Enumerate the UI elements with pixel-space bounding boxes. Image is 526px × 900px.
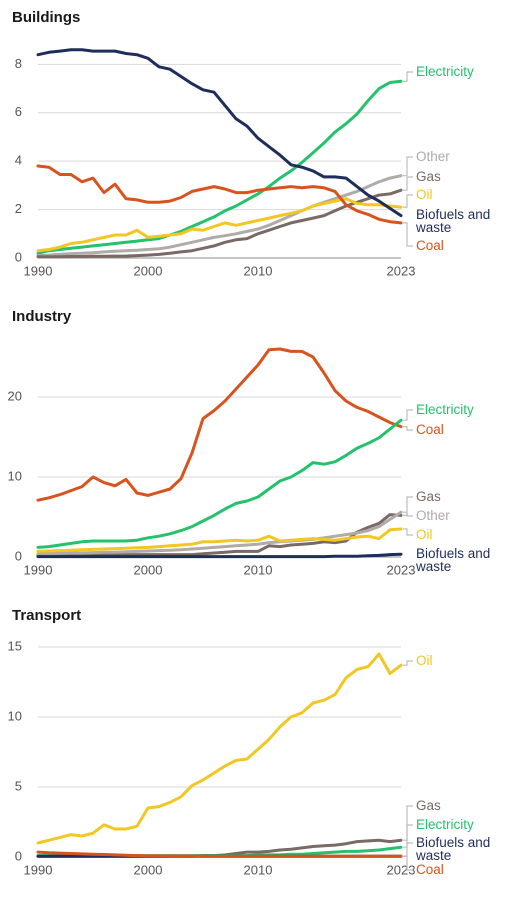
- series-line-biofuels-and-waste: [36, 48, 403, 218]
- y-tick-label: 20: [8, 388, 22, 403]
- y-tick-label: 0: [15, 548, 22, 563]
- series-line-coal: [36, 347, 403, 502]
- panel-title: Transport: [12, 607, 81, 624]
- series-line-gas: [36, 188, 403, 259]
- series-label-other: Other: [416, 149, 450, 164]
- series-line-oil: [36, 652, 403, 845]
- series-label-biofuels-and-waste: Biofuels and waste: [415, 835, 490, 863]
- series-label-oil: Oil: [416, 187, 433, 202]
- label-leader: [403, 824, 413, 848]
- x-tick-label: 2010: [244, 862, 273, 877]
- series-label-oil: Oil: [416, 653, 433, 668]
- series-label-coal: Coal: [416, 422, 444, 437]
- series-label-other: Other: [416, 508, 450, 523]
- x-tick-label: 2000: [134, 263, 163, 278]
- x-tick-label: 2000: [134, 862, 163, 877]
- series-line-electricity: [36, 418, 403, 549]
- x-tick-label: 2023: [387, 263, 416, 278]
- series-label-electricity: Electricity: [416, 402, 474, 417]
- y-tick-label: 6: [15, 104, 22, 119]
- series-label-biofuels-and-waste: Biofuels and waste: [415, 546, 490, 574]
- panel-industry: Industry 0 10 20 1990 2000 2010 2023 Coal Electri…: [8, 308, 491, 577]
- label-leader: [403, 426, 413, 431]
- series-label-coal: Coal: [416, 238, 444, 253]
- series-label-gas: Gas: [416, 798, 441, 813]
- y-tick-label: 0: [15, 249, 22, 264]
- x-tick-label: 2010: [244, 263, 273, 278]
- label-leader: [403, 660, 413, 666]
- series-label-coal: Coal: [416, 862, 444, 877]
- label-leader: [403, 496, 413, 516]
- panel-buildings: Buildings 0 2 4 6 8 1990 2000 2010 2023 Electricit…: [12, 9, 490, 278]
- label-leader: [403, 855, 413, 871]
- series-label-oil: Oil: [416, 527, 433, 542]
- y-tick-label: 2: [15, 201, 22, 216]
- label-leader: [403, 409, 413, 421]
- x-tick-label: 1990: [24, 263, 53, 278]
- x-tick-label: 2023: [387, 562, 416, 577]
- y-tick-label: 5: [15, 778, 22, 793]
- x-tick-label: 1990: [24, 562, 53, 577]
- x-tick-label: 2000: [134, 562, 163, 577]
- label-leader: [403, 805, 413, 841]
- series-line-electricity: [36, 79, 403, 255]
- label-leader: [403, 156, 413, 177]
- label-leader: [403, 71, 413, 82]
- y-tick-label: 10: [8, 708, 22, 723]
- x-tick-label: 2010: [244, 562, 273, 577]
- y-tick-label: 15: [8, 638, 22, 653]
- y-tick-label: 4: [15, 153, 22, 168]
- x-tick-label: 1990: [24, 862, 53, 877]
- series-line-other: [36, 510, 403, 556]
- series-label-biofuels-and-waste: Biofuels and waste: [415, 207, 490, 235]
- label-leader: [403, 842, 413, 857]
- label-leader: [403, 222, 413, 247]
- series-line-oil: [36, 527, 403, 553]
- x-tick-label: 2023: [387, 862, 416, 877]
- series-label-electricity: Electricity: [416, 64, 474, 79]
- y-tick-label: 10: [8, 468, 22, 483]
- y-tick-label: 0: [15, 848, 22, 863]
- series-label-gas: Gas: [416, 489, 441, 504]
- label-leader: [403, 176, 413, 191]
- label-leader: [403, 194, 413, 208]
- y-tick-label: 8: [15, 56, 22, 71]
- series-line-coal: [36, 164, 403, 225]
- series-line-biofuels-and-waste: [36, 552, 403, 559]
- panel-title: Buildings: [12, 9, 80, 26]
- label-leader: [403, 528, 413, 536]
- panel-transport: Transport 0 5 10 15 1990 2000 2010 2023 Oil Gas Ele…: [8, 607, 491, 877]
- series-label-electricity: Electricity: [416, 817, 474, 832]
- series-line-coal: [36, 850, 403, 858]
- panel-title: Industry: [12, 308, 72, 325]
- series-label-gas: Gas: [416, 169, 441, 184]
- label-leader: [403, 511, 413, 517]
- series-line-gas: [36, 513, 403, 557]
